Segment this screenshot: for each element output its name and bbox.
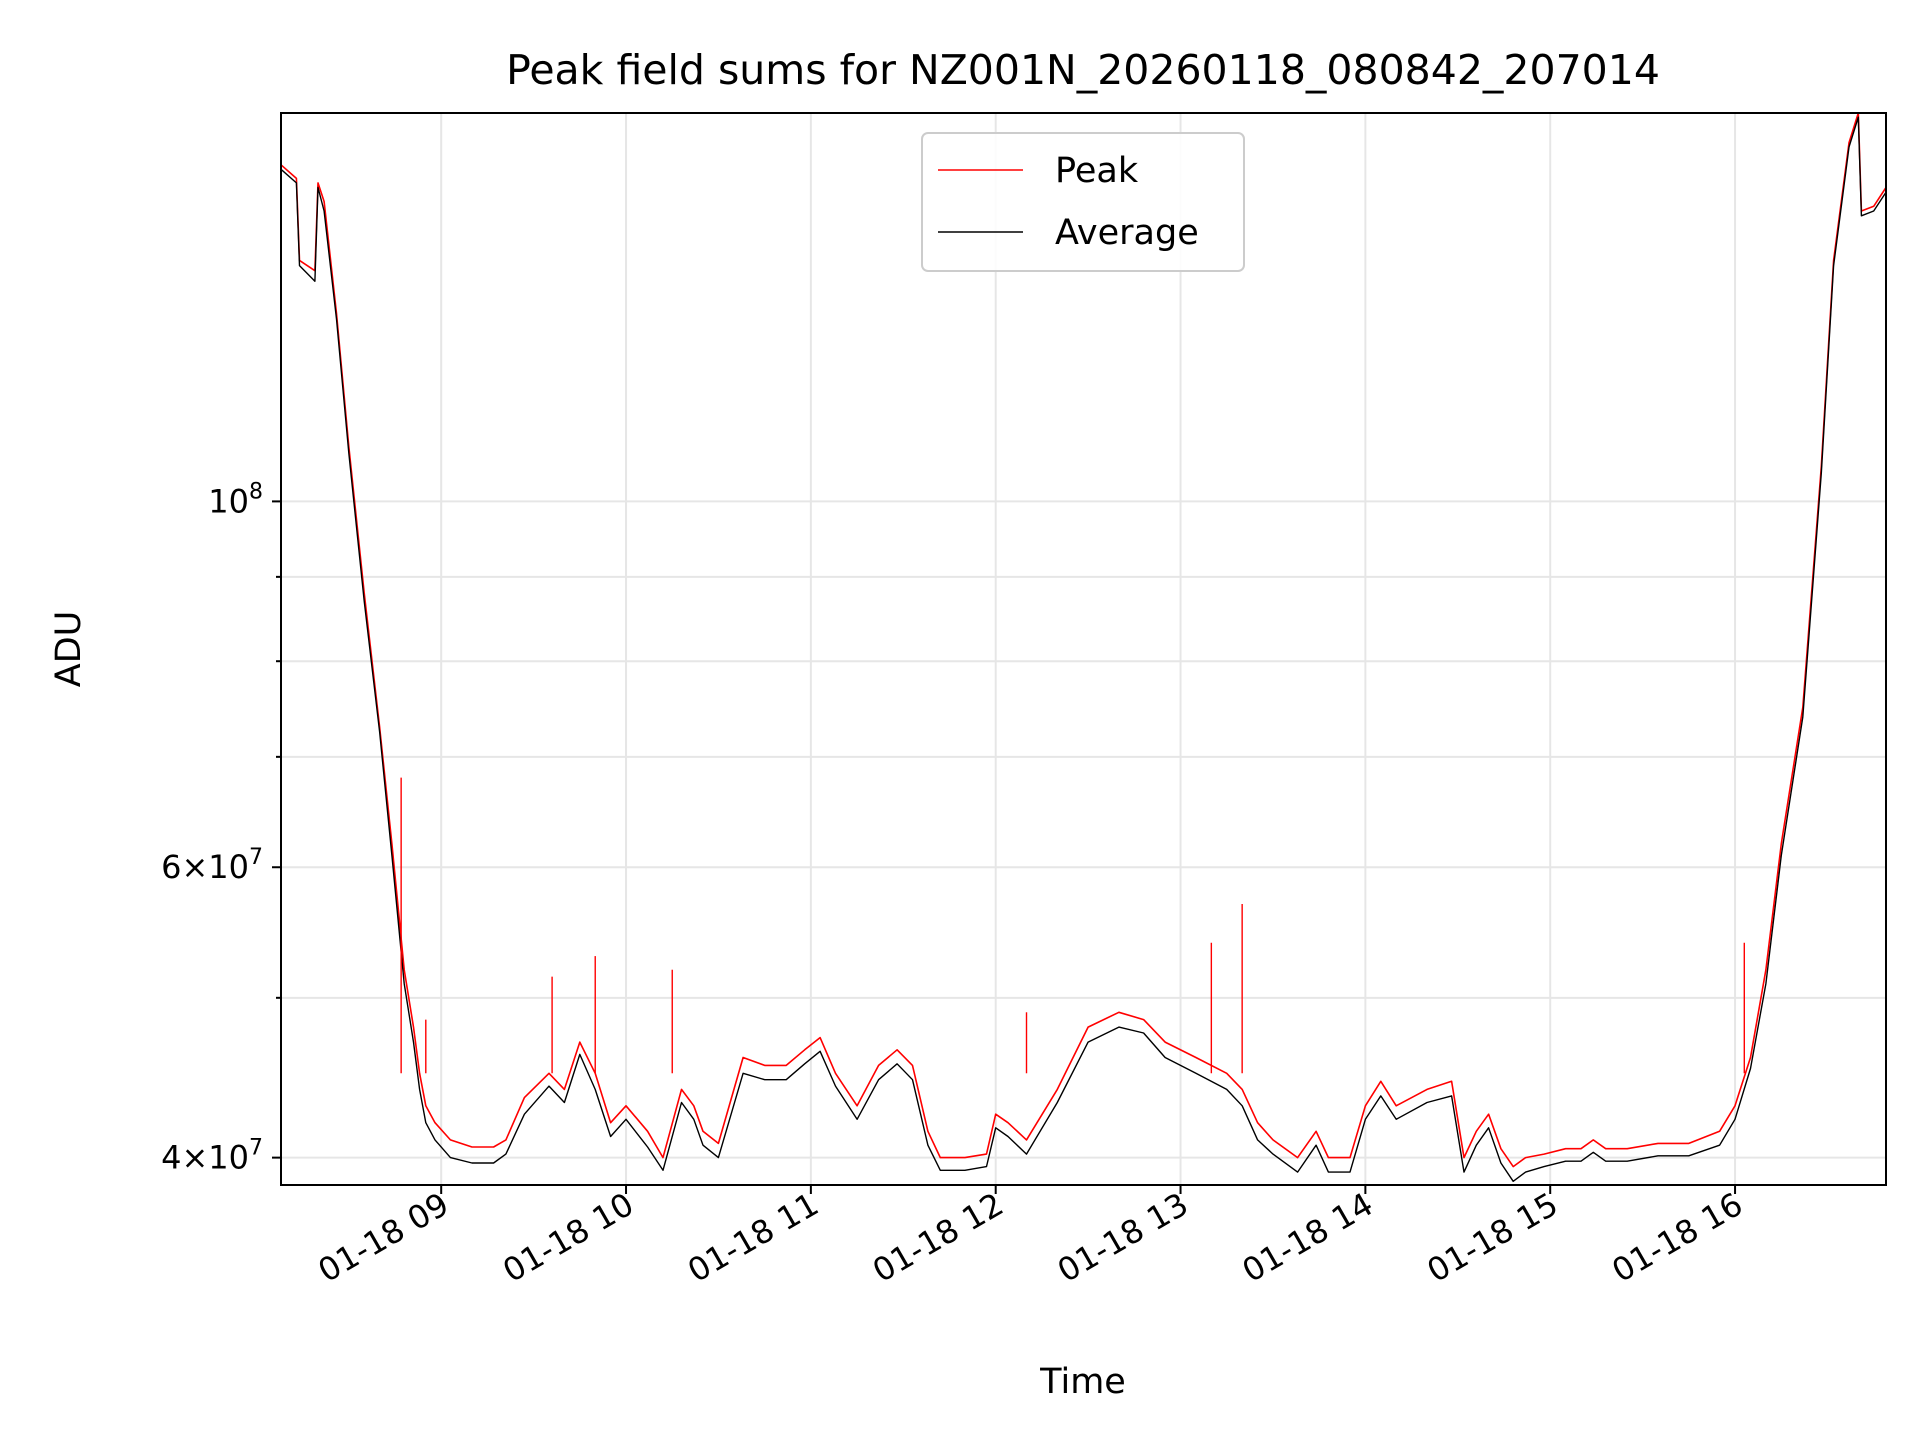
plot-frame: [280, 112, 1887, 1186]
chart-title: Peak field sums for NZ001N_20260118_0808…: [506, 46, 1660, 94]
y-axis: 4×107 6×107 108: [161, 479, 281, 1177]
series-line-peak: [280, 112, 1887, 1168]
y-tick-label: 4×107: [161, 1136, 263, 1177]
legend-label-average: Average: [1055, 213, 1199, 253]
y-axis-label: ADU: [49, 611, 89, 688]
legend: Peak Average: [921, 132, 1245, 272]
legend-label-peak: Peak: [1055, 151, 1139, 191]
legend-box: [921, 132, 1245, 272]
series-line-average: [280, 116, 1887, 1183]
y-tick-label: 6×107: [161, 845, 263, 886]
plot-lines: [280, 112, 1887, 1183]
x-axis-label: Time: [1039, 1362, 1126, 1402]
grid: [281, 113, 1886, 1185]
y-tick-label: 108: [208, 479, 263, 520]
